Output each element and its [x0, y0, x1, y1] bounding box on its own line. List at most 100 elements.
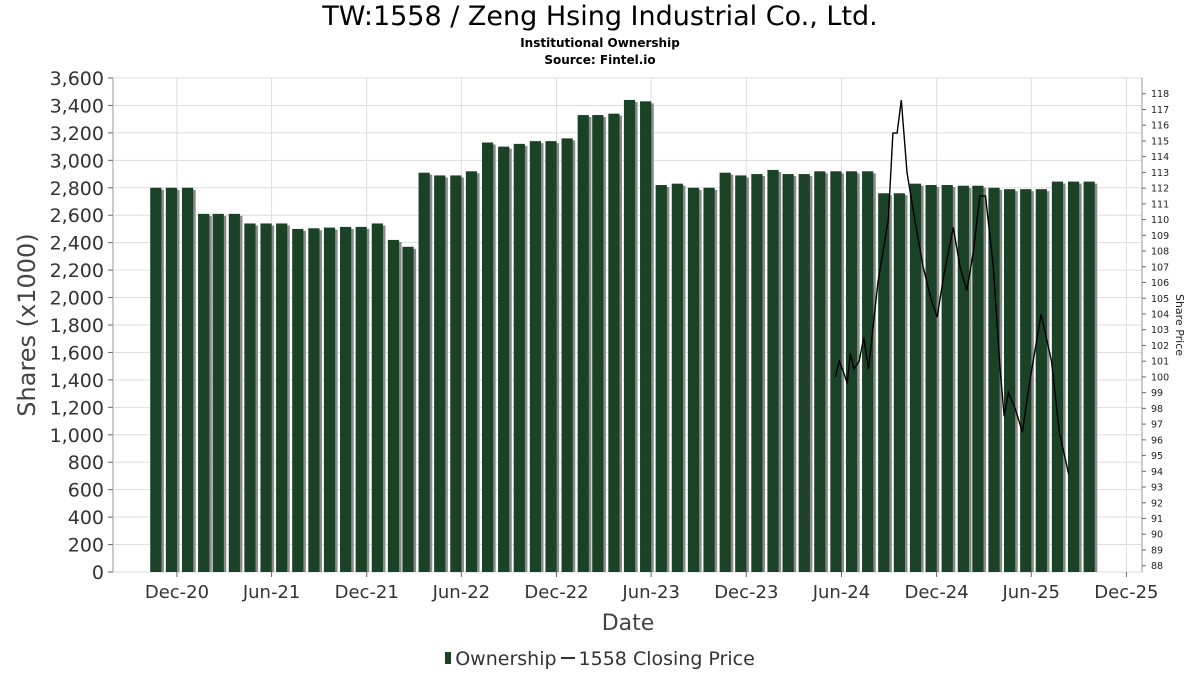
ownership-bar: [751, 174, 763, 573]
ownership-bar: [972, 185, 984, 572]
x-tick-label: Jun-23: [621, 582, 680, 603]
ownership-bar: [450, 175, 462, 572]
ownership-bar: [1035, 189, 1047, 572]
price-line: [834, 99, 1070, 475]
y-tick-label: 3,000: [50, 150, 104, 172]
ownership-bar: [640, 101, 652, 573]
ownership-bar: [608, 113, 620, 572]
x-tick-label: Dec-24: [904, 582, 968, 603]
ownership-bar: [988, 187, 1000, 572]
ownership-bar: [1067, 181, 1080, 572]
x-axis-label: Date: [602, 611, 655, 636]
ownership-bar: [1083, 181, 1095, 572]
axes: 0 200 400 600 800 1,000 1,200 1,400 1,600 1,800 2,…: [50, 68, 1170, 603]
y2-tick-label: 103: [1151, 325, 1169, 336]
y-tick-label: 200: [68, 535, 104, 557]
y2-tick-label: 94: [1151, 467, 1163, 478]
y2-tick-label: 104: [1151, 309, 1169, 320]
price-series-line: [834, 99, 1070, 475]
ownership-bar: [402, 246, 414, 573]
ownership-bar: [387, 239, 400, 572]
x-tick-label: Dec-21: [335, 582, 399, 603]
y2-tick-label: 97: [1151, 420, 1163, 431]
y-tick-label: 1,800: [50, 315, 104, 337]
ownership-bar: [767, 169, 779, 572]
y-tick-label: 1,400: [50, 370, 104, 392]
ownership-bar: [198, 213, 210, 572]
x-tick-label: Jun-24: [812, 582, 871, 603]
ownership-bar: [909, 183, 922, 572]
ownership-bar: [957, 185, 969, 572]
x-tick-label: Jun-22: [432, 582, 491, 603]
ownership-swatch: [445, 652, 452, 664]
y-tick-label: 400: [68, 507, 104, 529]
ownership-bar: [1020, 189, 1032, 572]
ownership-bar: [498, 146, 510, 572]
legend-ownership-label: Ownership: [455, 648, 557, 670]
y2-tick-label: 102: [1151, 341, 1169, 352]
x-tick-label: Dec-23: [714, 582, 778, 603]
x-tick-label: Jun-21: [242, 582, 301, 603]
y-tick-label: 2,400: [50, 233, 104, 255]
ownership-bar: [592, 115, 604, 573]
ownership-bar: [465, 171, 478, 573]
ownership-bar: [845, 171, 858, 573]
y-tick-label: 3,400: [50, 95, 104, 117]
y2-tick-label: 88: [1151, 561, 1163, 572]
y2-tick-label: 92: [1151, 498, 1163, 509]
ownership-bar: [308, 228, 320, 572]
y2-tick-label: 118: [1151, 89, 1169, 100]
y2-tick-label: 89: [1151, 545, 1163, 556]
ownership-bar: [260, 223, 272, 572]
y2-axis-label: Share Price: [1173, 294, 1186, 356]
ownership-bar: [150, 187, 162, 572]
ownership-bar: [782, 174, 794, 573]
ownership-bar: [798, 174, 810, 573]
ownership-bar: [165, 187, 178, 572]
y2-tick-label: 98: [1151, 404, 1163, 415]
ownership-bar: [323, 227, 336, 573]
y-tick-label: 1,600: [50, 342, 104, 364]
price-swatch: [560, 657, 575, 659]
y-tick-label: 1,000: [50, 425, 104, 447]
y-tick-label: 3,200: [50, 123, 104, 145]
y-tick-label: 2,000: [50, 288, 104, 310]
ownership-bar: [545, 141, 557, 572]
ownership-bar: [687, 187, 700, 572]
ownership-bar: [703, 187, 715, 572]
y2-tick-label: 93: [1151, 483, 1163, 494]
ownership-bar: [340, 226, 352, 572]
ownership-bar: [1004, 189, 1016, 572]
ownership-bar: [623, 99, 636, 572]
y2-tick-label: 91: [1151, 514, 1163, 525]
y-tick-label: 2,600: [50, 205, 104, 227]
y2-tick-label: 99: [1151, 388, 1163, 399]
y2-tick-label: 107: [1151, 262, 1169, 273]
ownership-bar: [276, 223, 288, 572]
ownership-chart: 0 200 400 600 800 1,000 1,200 1,400 1,600 1,800 2,…: [13, 68, 1186, 636]
ownership-bar: [814, 171, 826, 573]
y-tick-label: 1,200: [50, 397, 104, 419]
ownership-bar: [513, 143, 525, 572]
ownership-bar: [893, 193, 905, 572]
ownership-bar: [355, 226, 367, 572]
ownership-bar: [244, 223, 256, 572]
ownership-bar: [212, 213, 224, 572]
ownership-bars: [150, 99, 1098, 573]
x-tick-label: Dec-25: [1094, 582, 1158, 603]
y-tick-label: 3,600: [50, 68, 104, 90]
ownership-bar: [481, 142, 494, 572]
ownership-bar: [862, 171, 874, 573]
y2-tick-label: 106: [1151, 278, 1169, 289]
ownership-bar: [878, 193, 890, 572]
ownership-bar: [418, 172, 430, 572]
y-tick-label: 2,200: [50, 260, 104, 282]
ownership-bar: [228, 213, 240, 572]
y-tick-label: 2,800: [50, 178, 104, 200]
y-axis-label: Shares (x1000): [13, 233, 41, 416]
x-tick-label: Dec-20: [145, 582, 209, 603]
y2-tick-label: 101: [1151, 357, 1169, 368]
y2-tick-label: 110: [1151, 215, 1169, 226]
ownership-bar: [181, 187, 194, 572]
ownership-bar: [561, 138, 573, 572]
